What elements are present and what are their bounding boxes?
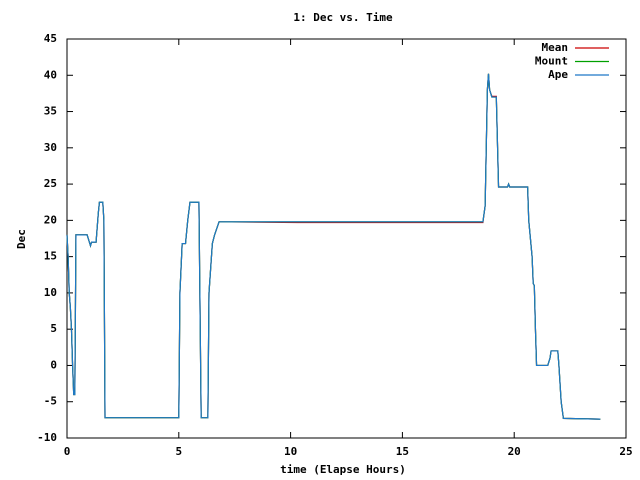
- y-axis-label: Dec: [15, 229, 28, 249]
- y-tick-label: 0: [50, 358, 57, 371]
- plot-frame: [66, 38, 627, 439]
- series-line: [66, 73, 601, 420]
- y-tick-label: 15: [44, 250, 57, 263]
- x-tick-label: 5: [175, 445, 182, 458]
- y-tick-label: 10: [44, 286, 57, 299]
- y-tick-label: -5: [44, 395, 57, 408]
- series-line: [66, 73, 601, 420]
- y-tick-label: 5: [50, 322, 57, 335]
- x-tick-label: 25: [619, 445, 632, 458]
- series-line: [66, 73, 601, 420]
- legend-label: Ape: [548, 68, 568, 81]
- y-tick-label: 35: [44, 105, 57, 118]
- x-tick-label: 10: [284, 445, 297, 458]
- y-tick-label: 40: [44, 68, 57, 81]
- y-tick-label: 25: [44, 177, 57, 190]
- y-tick-label: 30: [44, 141, 57, 154]
- chart-title: 1: Dec vs. Time: [293, 11, 393, 24]
- legend-label: Mean: [542, 41, 569, 54]
- y-tick-label: 20: [44, 213, 57, 226]
- x-axis-label: time (Elapse Hours): [280, 463, 406, 476]
- y-tick-label: 45: [44, 32, 57, 45]
- x-tick-label: 20: [508, 445, 521, 458]
- x-tick-label: 15: [396, 445, 409, 458]
- y-tick-label: -10: [37, 431, 57, 444]
- legend-label: Mount: [535, 55, 568, 68]
- x-tick-label: 0: [64, 445, 71, 458]
